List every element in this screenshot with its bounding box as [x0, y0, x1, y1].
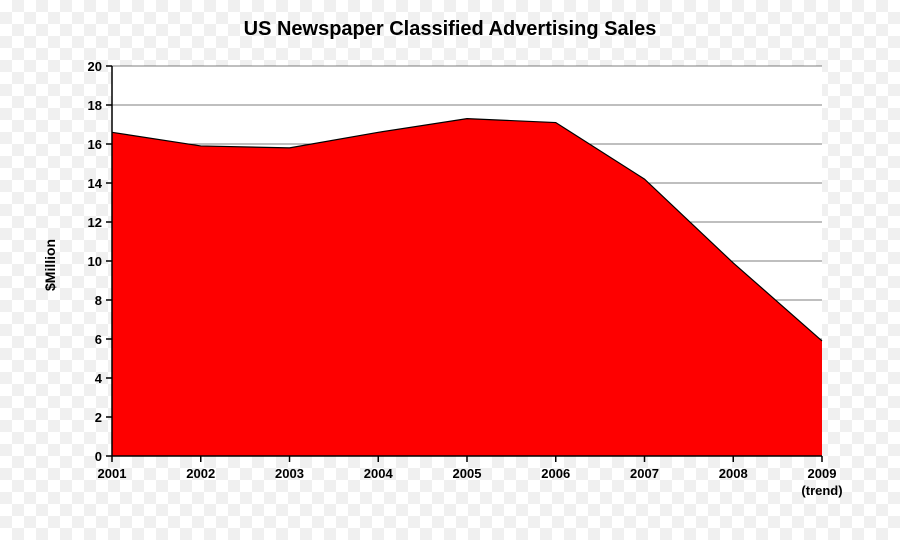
x-tick-label: 2007 [605, 466, 685, 481]
y-tick-label: 4 [62, 371, 102, 386]
y-tick-label: 14 [62, 176, 102, 191]
y-tick-label: 10 [62, 254, 102, 269]
plot-area [112, 66, 822, 456]
y-axis-label: $Million [42, 239, 58, 291]
chart-title: US Newspaper Classified Advertising Sale… [0, 18, 900, 41]
x-tick-label: 2004 [338, 466, 418, 481]
y-tick-label: 6 [62, 332, 102, 347]
area-chart: US Newspaper Classified Advertising Sale… [0, 0, 900, 540]
x-tick-label: 2006 [516, 466, 596, 481]
y-tick-label: 8 [62, 293, 102, 308]
y-tick-label: 2 [62, 410, 102, 425]
y-tick-label: 12 [62, 215, 102, 230]
x-tick-label: 2005 [427, 466, 507, 481]
y-tick-label: 18 [62, 98, 102, 113]
x-tick-sublabel: (trend) [782, 483, 862, 498]
plot-svg [112, 66, 822, 456]
y-tick-label: 0 [62, 449, 102, 464]
y-tick-label: 16 [62, 137, 102, 152]
x-tick-label: 2003 [250, 466, 330, 481]
x-tick-label: 2001 [72, 466, 152, 481]
x-tick-label: 2002 [161, 466, 241, 481]
x-tick-label: 2008 [693, 466, 773, 481]
y-tick-label: 20 [62, 59, 102, 74]
x-tick-label: 2009 [782, 466, 862, 481]
